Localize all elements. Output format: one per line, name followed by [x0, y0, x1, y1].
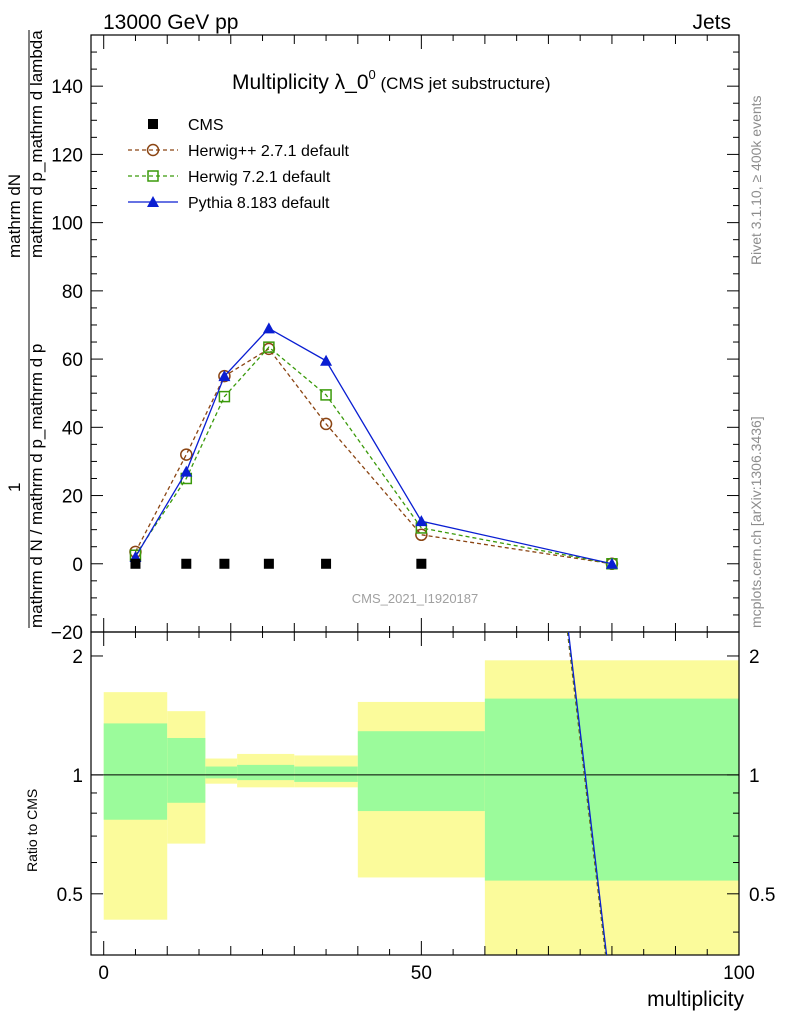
side-label-rivet: Rivet 3.1.10, ≥ 400k events — [748, 95, 764, 265]
ratio-band-green-2 — [205, 766, 238, 779]
x-axis-label: multiplicity — [647, 988, 744, 1011]
main-y-tick-label-7: 120 — [51, 145, 83, 166]
series-line-herwig7 — [134, 346, 613, 565]
main-y-tick-label-3: 40 — [62, 418, 83, 439]
series-line-pythia — [134, 327, 613, 565]
x-tick-label-0: 0 — [98, 963, 109, 984]
title-sup: 0 — [369, 67, 376, 82]
ratio-band-green-0 — [103, 723, 168, 820]
point-herwig7-2 — [218, 390, 231, 403]
point-herwigpp-5 — [415, 528, 428, 542]
main-y-tick-label-5: 80 — [62, 282, 83, 303]
ratio-y-tick-label-right-1: 1 — [749, 766, 760, 787]
ratio-plot-frame — [90, 631, 740, 956]
x-tick-label-1: 50 — [411, 963, 432, 984]
watermark: CMS_2021_I1920187 — [352, 591, 479, 606]
axes-layer: −20 0 20 40 60 80 100 120 140 0 50 100 0.5 0.5 1 1 2 2 — [51, 34, 775, 984]
title-sub: (CMS jet substructure) — [376, 74, 551, 93]
legend-herwigpp-marker — [146, 143, 160, 157]
ratio-y-tick-label-left-2: 2 — [72, 647, 83, 668]
point-pythia-6 — [605, 557, 618, 569]
point-cms-4 — [321, 558, 332, 569]
legend-pythia-marker — [147, 196, 159, 207]
point-cms-2 — [219, 558, 230, 569]
main-y-tick-label-6: 100 — [51, 214, 83, 235]
point-herwigpp-4 — [319, 417, 333, 431]
point-pythia-2 — [218, 370, 231, 382]
ratio-band-green-5 — [357, 731, 485, 812]
main-y-tick-label-1: 0 — [72, 555, 83, 576]
point-pythia-4 — [320, 354, 333, 366]
legend: CMS Herwig++ 2.7.1 default Herwig 7.2.1 … — [128, 117, 350, 212]
ratio-y-tick-label-right-2: 2 — [749, 647, 760, 668]
point-herwigpp-1 — [180, 448, 193, 461]
legend-pythia-label: Pythia 8.183 default — [188, 195, 330, 212]
point-pythia-3 — [262, 322, 275, 334]
main-y-tick-label-4: 60 — [62, 350, 83, 371]
point-herwig7-4 — [320, 389, 332, 401]
legend-herwig7-label: Herwig 7.2.1 default — [188, 169, 331, 186]
ratio-y-tick-label-right-0: 0.5 — [749, 885, 775, 906]
main-y-tick-label-2: 20 — [62, 487, 83, 508]
ratio-band-green-6 — [484, 698, 739, 881]
side-label-mcplots: mcplots.cern.ch [arXiv:1306.3436] — [748, 416, 764, 628]
title-main: Multiplicity λ_0 — [232, 71, 369, 94]
y-label-one: 1 — [5, 483, 24, 492]
ratio-band-green-4 — [294, 766, 358, 782]
y-label-bottom: mathrm d N / mathrm d p_mathrm d p — [27, 344, 46, 628]
ratio-y-label: Ratio to CMS — [24, 789, 40, 872]
legend-herwigpp-label: Herwig++ 2.7.1 default — [188, 143, 350, 160]
plot-title: Multiplicity λ_00 (CMS jet substructure) — [232, 67, 551, 94]
point-cms-1 — [181, 558, 192, 569]
point-pythia-1 — [180, 465, 193, 477]
series-layer — [129, 322, 619, 571]
legend-cms-label: CMS — [188, 117, 224, 134]
ratio-series — [566, 631, 608, 956]
point-cms-3 — [263, 558, 274, 569]
header-left: 13000 GeV pp — [103, 11, 238, 34]
y-label-top: mathrm dN — [5, 174, 24, 258]
ratio-line-2 — [567, 631, 608, 956]
ratio-band-green-1 — [167, 737, 206, 803]
main-y-tick-label-0: −20 — [51, 623, 83, 644]
series-line-herwigpp — [134, 347, 613, 565]
legend-cms-marker — [148, 119, 158, 129]
y-label-top2: mathrm d p_mathrm d lambda — [27, 30, 46, 258]
main-y-tick-label-8: 140 — [51, 77, 83, 98]
point-herwig7-3 — [263, 341, 275, 353]
ratio-bands — [103, 660, 739, 955]
legend-herwig7-marker — [147, 170, 159, 182]
ratio-y-tick-label-left-0: 0.5 — [57, 885, 83, 906]
x-tick-label-2: 100 — [723, 963, 755, 984]
point-cms-0 — [130, 558, 141, 569]
point-pythia-5 — [415, 515, 428, 527]
point-cms-5 — [416, 558, 427, 569]
ratio-y-tick-label-left-1: 1 — [72, 766, 83, 787]
header-right: Jets — [692, 11, 731, 34]
ratio-band-green-3 — [237, 764, 295, 781]
